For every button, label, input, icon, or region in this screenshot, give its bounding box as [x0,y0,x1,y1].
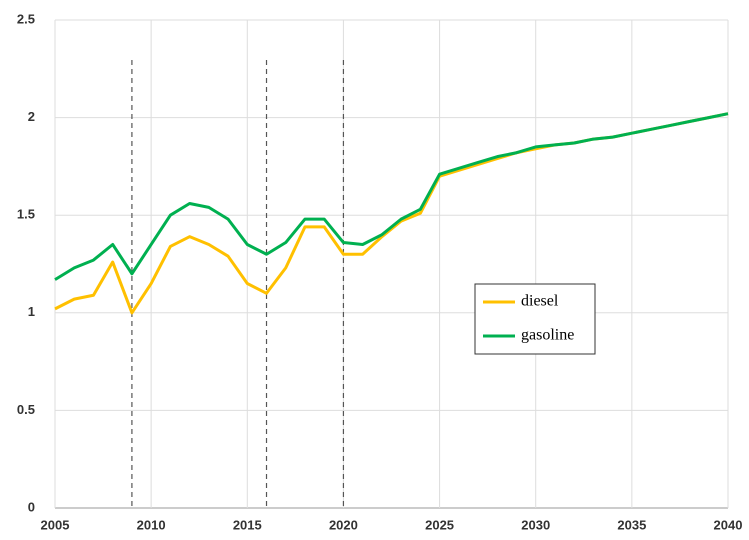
legend-label: gasoline [521,327,574,344]
x-tick-label: 2035 [617,517,646,532]
y-tick-label: 0 [28,499,35,514]
series-line [54,112,729,281]
y-tick-label: 1.5 [17,207,35,222]
x-tick-label: 2040 [714,517,743,532]
legend: diesel gasoline [474,283,596,355]
legend-label: diesel [521,293,559,310]
x-tick-label: 2005 [41,517,70,532]
y-tick-label: 0.5 [17,402,35,417]
y-tick-label: 2.5 [17,11,35,26]
x-tick-label: 2025 [425,517,454,532]
x-tick-label: 2020 [329,517,358,532]
series-line [54,112,729,315]
y-tick-label: 2 [28,109,35,124]
x-tick-label: 2010 [137,517,166,532]
x-tick-label: 2030 [521,517,550,532]
legend-box [474,283,596,355]
x-tick-label: 2015 [233,517,262,532]
y-tick-label: 1 [28,304,35,319]
